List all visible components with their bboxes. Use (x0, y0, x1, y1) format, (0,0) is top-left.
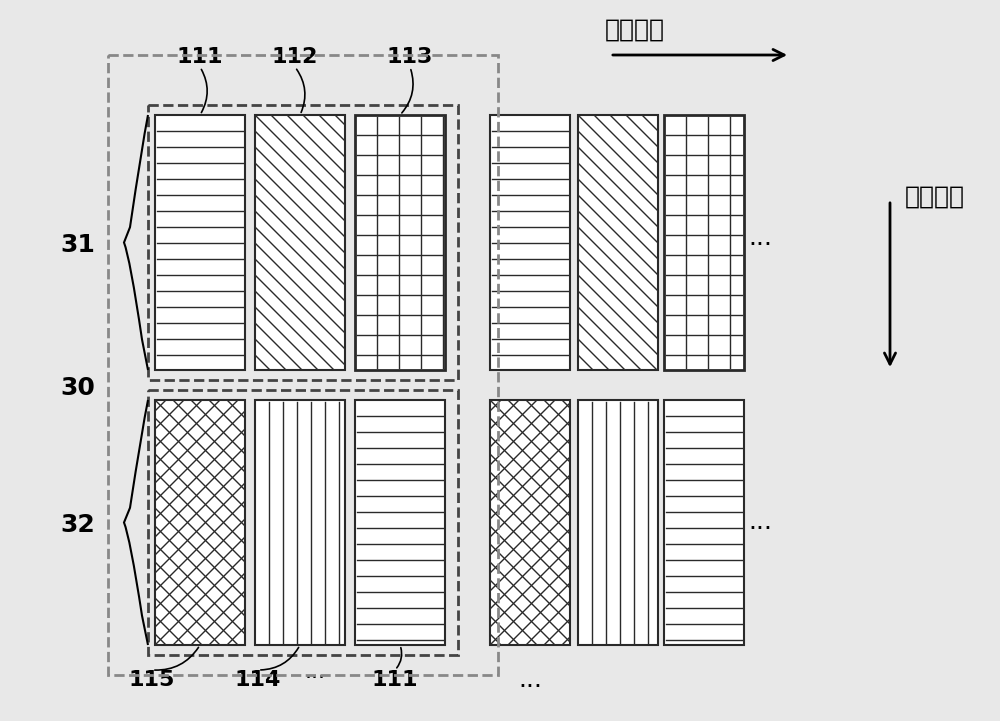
Bar (255, 400, 345, 645)
Bar (578, 115, 658, 370)
Text: 30: 30 (61, 376, 95, 400)
Text: 115: 115 (129, 670, 175, 690)
Bar (148, 105, 458, 380)
Bar (490, 115, 570, 370)
Text: 111: 111 (372, 670, 418, 690)
Bar (355, 400, 445, 645)
Text: 第二方向: 第二方向 (605, 18, 665, 42)
Text: 112: 112 (272, 47, 318, 67)
Bar (148, 390, 458, 655)
Bar (578, 400, 658, 645)
Text: 114: 114 (235, 670, 281, 690)
Text: 31: 31 (61, 233, 95, 257)
Text: ...: ... (304, 662, 326, 682)
Bar (155, 400, 245, 645)
Text: 113: 113 (387, 47, 433, 67)
Bar (664, 115, 744, 370)
Text: 32: 32 (61, 513, 95, 537)
Bar (108, 55, 498, 675)
Text: ...: ... (748, 226, 772, 250)
Text: 第一方向: 第一方向 (905, 185, 965, 209)
Bar (155, 115, 245, 370)
Bar (664, 400, 744, 645)
Text: ...: ... (748, 510, 772, 534)
Text: ...: ... (518, 668, 542, 692)
Text: 111: 111 (177, 47, 223, 67)
Bar (255, 115, 345, 370)
Bar (490, 400, 570, 645)
Bar (355, 115, 445, 370)
